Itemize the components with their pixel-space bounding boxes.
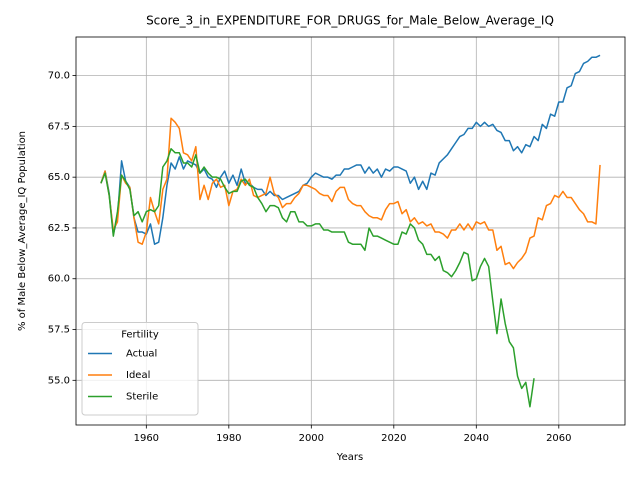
legend-label: Ideal xyxy=(126,370,150,381)
y-tick-label: 60.0 xyxy=(48,274,70,285)
x-tick-label: 2000 xyxy=(299,433,324,444)
x-tick-label: 2040 xyxy=(464,433,489,444)
x-axis-label: Years xyxy=(336,452,363,463)
y-tick-label: 67.5 xyxy=(48,121,70,132)
x-tick-label: 2020 xyxy=(381,433,406,444)
y-tick-label: 57.5 xyxy=(48,325,70,336)
chart-title: Score_3_in_EXPENDITURE_FOR_DRUGS_for_Mal… xyxy=(146,14,554,28)
y-tick-label: 62.5 xyxy=(48,223,70,234)
x-tick-label: 1980 xyxy=(216,433,241,444)
legend-box xyxy=(81,322,199,416)
legend-title: Fertility xyxy=(121,330,159,341)
y-axis-label: % of Male Below_Average_IQ Population xyxy=(17,131,28,331)
plot-frame xyxy=(75,36,626,426)
line-series xyxy=(100,117,601,270)
legend-label: Sterile xyxy=(126,392,158,403)
y-tick-label: 65.0 xyxy=(48,172,70,183)
x-tick-label: 1960 xyxy=(134,433,159,444)
line-series xyxy=(100,54,601,245)
y-tick-label: 55.0 xyxy=(48,375,70,386)
line-series xyxy=(100,147,535,408)
legend: Fertility Actual Ideal Sterile xyxy=(81,322,199,416)
x-tick-label: 2060 xyxy=(546,433,571,444)
legend-label: Actual xyxy=(126,349,157,360)
y-tick-label: 70.0 xyxy=(48,71,70,82)
